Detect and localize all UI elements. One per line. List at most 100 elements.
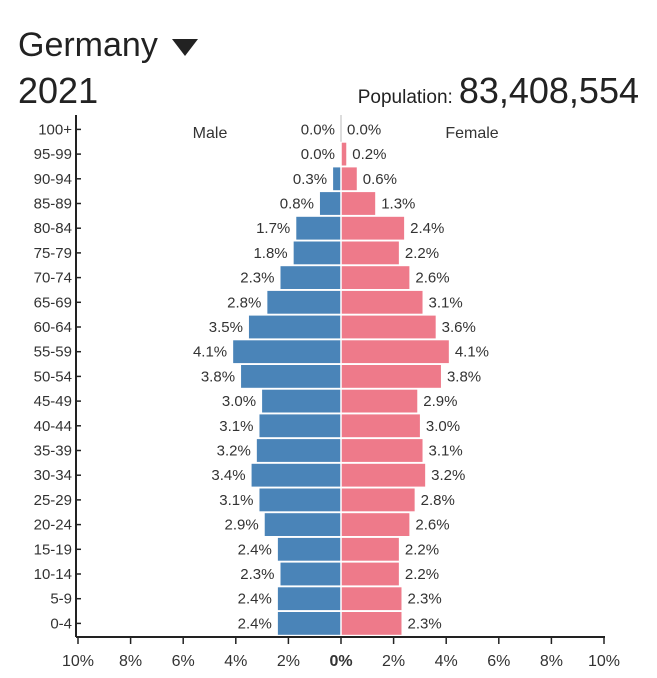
male-bar [293, 241, 341, 265]
x-tick-label: 6% [172, 653, 195, 670]
population-readout: Population: 83,408,554 [358, 70, 639, 112]
legend-female: Female [445, 125, 498, 142]
x-tick-label: 4% [224, 653, 247, 670]
female-bar [341, 290, 423, 314]
female-bar [341, 365, 441, 388]
age-group-label: 40-44 [34, 418, 72, 435]
male-value-label: 2.8% [227, 294, 261, 311]
female-value-label: 2.2% [405, 541, 439, 558]
female-value-label: 2.2% [405, 566, 439, 583]
female-value-label: 3.0% [426, 418, 460, 435]
x-tick-label: 10% [62, 653, 94, 670]
male-bar [319, 192, 341, 215]
male-bar [277, 612, 341, 635]
age-group-label: 85-89 [34, 196, 72, 213]
age-group-label: 55-59 [34, 344, 72, 361]
female-bar [341, 192, 376, 215]
male-value-label: 2.4% [238, 541, 272, 558]
age-group-label: 75-79 [34, 245, 72, 262]
male-value-label: 4.1% [193, 344, 227, 361]
female-bar [341, 562, 399, 586]
male-bar [277, 537, 341, 561]
age-group-label: 45-49 [34, 393, 72, 410]
age-group-label: 30-34 [34, 467, 72, 484]
male-bar [241, 365, 341, 388]
x-tick-label: 6% [487, 653, 510, 670]
male-value-label: 2.3% [240, 566, 274, 583]
country-name: Germany [18, 26, 158, 64]
age-group-label: 15-19 [34, 541, 72, 558]
male-bar [259, 488, 341, 512]
male-value-label: 2.9% [225, 517, 259, 534]
female-value-label: 0.0% [347, 121, 381, 138]
male-value-label: 3.8% [201, 368, 235, 385]
female-bar [341, 266, 410, 289]
male-value-label: 1.8% [253, 245, 287, 262]
male-value-label: 1.7% [256, 220, 290, 237]
female-value-label: 3.6% [442, 319, 476, 336]
age-group-label: 50-54 [34, 368, 72, 385]
male-value-label: 0.0% [301, 146, 335, 163]
age-group-label: 70-74 [34, 270, 72, 287]
female-value-label: 2.2% [405, 245, 439, 262]
female-bar [341, 488, 415, 512]
age-group-label: 25-29 [34, 492, 72, 509]
male-value-label: 0.3% [293, 171, 327, 188]
female-value-label: 2.3% [407, 615, 441, 632]
female-value-label: 2.9% [423, 393, 457, 410]
male-bar [277, 587, 341, 611]
female-bar [341, 612, 402, 635]
male-value-label: 0.0% [301, 121, 335, 138]
male-value-label: 2.4% [238, 591, 272, 608]
female-bar [341, 340, 449, 364]
female-bar [341, 241, 399, 265]
female-value-label: 4.1% [455, 344, 489, 361]
population-label: Population: [357, 87, 453, 108]
female-bar [341, 167, 357, 191]
male-bar [267, 290, 341, 314]
male-value-label: 3.2% [217, 443, 251, 460]
age-group-label: 5-9 [50, 591, 72, 608]
female-value-label: 3.1% [429, 443, 463, 460]
x-tick-label: 4% [435, 653, 458, 670]
female-bar [341, 216, 405, 240]
male-bar [280, 266, 341, 289]
male-value-label: 3.4% [211, 467, 245, 484]
male-value-label: 2.3% [240, 270, 274, 287]
female-bar [341, 414, 420, 438]
male-bar [251, 463, 341, 487]
year-label: 2021 [18, 70, 99, 111]
chart-header: Germany 2021 Population: 83,408,554 [0, 0, 657, 120]
female-value-label: 3.8% [447, 368, 481, 385]
male-value-label: 2.4% [238, 615, 272, 632]
male-bar [264, 513, 341, 536]
age-group-label: 35-39 [34, 443, 72, 460]
x-tick-label: 8% [119, 653, 142, 670]
female-value-label: 0.2% [352, 146, 386, 163]
female-bar [341, 439, 423, 462]
x-tick-label: 8% [540, 653, 563, 670]
age-group-label: 60-64 [34, 319, 72, 336]
population-value: 83,408,554 [458, 70, 639, 111]
age-group-label: 80-84 [34, 220, 72, 237]
x-tick-label: 0% [329, 653, 352, 670]
female-value-label: 2.3% [407, 591, 441, 608]
male-value-label: 3.1% [219, 418, 253, 435]
female-bar [341, 142, 347, 166]
x-tick-label: 2% [277, 653, 300, 670]
male-bar [296, 216, 341, 240]
male-bar [233, 340, 341, 364]
female-value-label: 0.6% [363, 171, 397, 188]
age-group-label: 65-69 [34, 294, 72, 311]
female-bar [341, 537, 399, 561]
age-group-label: 0-4 [50, 615, 72, 632]
female-bar [341, 315, 436, 339]
female-value-label: 3.2% [431, 467, 465, 484]
female-bar [341, 389, 418, 413]
male-bar [262, 389, 341, 413]
age-group-label: 90-94 [34, 171, 72, 188]
male-bar [333, 167, 341, 191]
country-selector[interactable]: Germany [18, 26, 198, 65]
male-value-label: 3.0% [222, 393, 256, 410]
